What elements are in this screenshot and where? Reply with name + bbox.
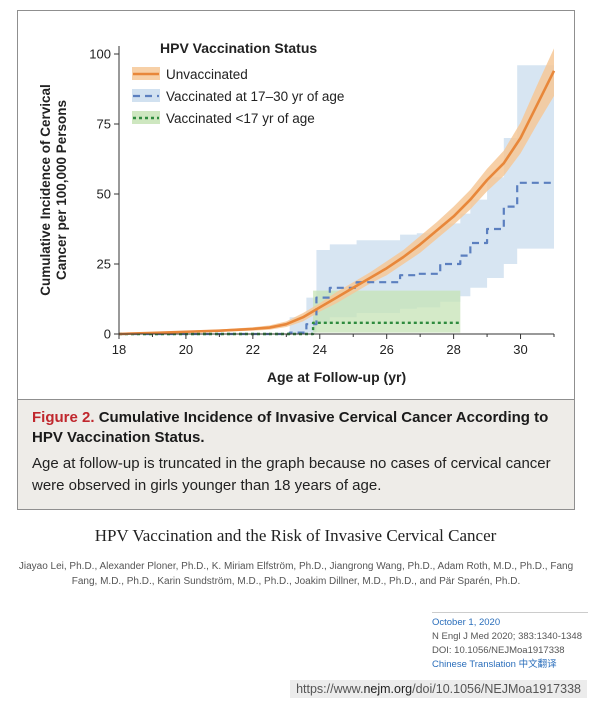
y-tick-label: 25 — [97, 257, 111, 272]
cumulative-incidence-chart: 0 25 50 75 100 18 20 22 24 26 28 30 HPV Vaccination… — [38, 40, 556, 385]
x-tick-label: 30 — [513, 342, 527, 357]
y-tick-label: 100 — [89, 47, 111, 62]
y-axis-label-line: Cancer per 100,000 Persons — [54, 100, 69, 280]
x-tick-label: 22 — [246, 342, 260, 357]
figure-caption: Figure 2. Cumulative Incidence of Invasi… — [18, 399, 574, 509]
ci-band-vaccinated-under-17 — [119, 290, 461, 334]
y-axis-label-line: Cumulative Incidence of Cervical — [38, 84, 53, 296]
url-path: /doi/10.1056/NEJMoa1917338 — [412, 682, 581, 696]
caption-title: Figure 2. Cumulative Incidence of Invasi… — [32, 408, 560, 448]
doi[interactable]: DOI: 10.1056/NEJMoa1917338 — [432, 645, 565, 656]
x-tick-label: 20 — [179, 342, 193, 357]
ci-band-vaccinated-17-30 — [119, 65, 554, 334]
legend-entry: Vaccinated <17 yr of age — [166, 111, 315, 126]
x-tick-label: 28 — [446, 342, 460, 357]
x-tick-label: 24 — [313, 342, 327, 357]
url-prefix: https://www. — [296, 682, 364, 696]
translation-link[interactable]: Chinese Translation 中文翻译 — [432, 659, 557, 670]
url-watermark: https://www.nejm.org/doi/10.1056/NEJMoa1… — [290, 680, 587, 698]
x-tick-label: 18 — [112, 342, 126, 357]
y-tick-label: 50 — [97, 187, 111, 202]
x-axis-label: Age at Follow-up (yr) — [267, 369, 406, 385]
legend-title: HPV Vaccination Status — [160, 40, 317, 56]
series-line-vaccinated-17-30 — [119, 181, 554, 336]
caption-text: Age at follow-up is truncated in the gra… — [32, 455, 551, 494]
author-list[interactable]: Jiayao Lei, Ph.D., Alexander Ploner, Ph.… — [18, 561, 574, 587]
publication-date[interactable]: October 1, 2020 — [432, 617, 501, 628]
y-tick-label: 75 — [97, 117, 111, 132]
legend-entry: Vaccinated at 17–30 yr of age — [166, 89, 344, 104]
figure-panel: 0 25 50 75 100 18 20 22 24 26 28 30 HPV Vaccination… — [17, 10, 575, 510]
series-line-unvaccinated — [118, 70, 556, 336]
x-tick-label: 26 — [379, 342, 393, 357]
legend-entry: Unvaccinated — [166, 67, 248, 82]
y-tick-label: 0 — [104, 327, 111, 342]
figure-label: Figure 2. — [32, 409, 95, 426]
paper-title: HPV Vaccination and the Risk of Invasive… — [94, 526, 497, 545]
article-meta: October 1, 2020 N Engl J Med 2020; 383:1… — [432, 612, 588, 672]
journal-citation: N Engl J Med 2020; 383:1340-1348 — [432, 631, 582, 642]
url-domain: nejm.org — [363, 682, 413, 696]
caption-title-text: Cumulative Incidence of Invasive Cervica… — [32, 409, 549, 446]
